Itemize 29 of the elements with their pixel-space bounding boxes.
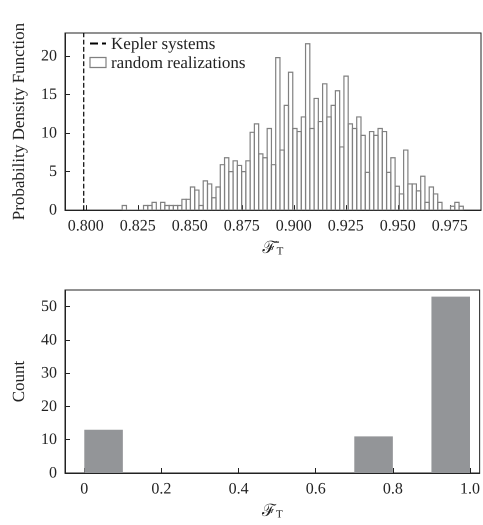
x-tick-label: 0.850 <box>172 218 208 235</box>
y-tick-label: 0 <box>49 464 57 482</box>
x-tick-label: 0.4 <box>228 480 249 498</box>
legend-label: random realizations <box>111 53 246 72</box>
x-tick-label: 0.8 <box>382 480 403 498</box>
y-tick-label: 20 <box>41 48 57 65</box>
x-tick-label: 0.975 <box>432 218 468 235</box>
y-tick-label: 5 <box>49 163 57 180</box>
x-tick-label: 0.2 <box>151 480 172 498</box>
y-tick-label: 10 <box>41 431 57 448</box>
y-tick-label: 10 <box>41 124 57 142</box>
x-tick-label: 1.0 <box>460 480 480 498</box>
y-tick-label: 0 <box>49 202 57 219</box>
y-tick-label: 15 <box>41 86 57 104</box>
x-tick-label: 0.900 <box>276 218 312 235</box>
y-axis-title: Count <box>9 360 28 402</box>
x-tick-label: 0.875 <box>224 218 260 235</box>
y-tick-label: 30 <box>41 364 57 382</box>
y-tick-label: 40 <box>41 331 57 348</box>
x-tick-label: 0.925 <box>328 218 364 235</box>
y-axis-title: Probability Density Function <box>9 22 28 220</box>
x-tick-label: 0 <box>80 480 88 498</box>
ref-line-label: Kepler systems <box>111 34 216 53</box>
y-tick-label: 20 <box>41 398 57 415</box>
y-tick-label: 50 <box>41 298 57 316</box>
x-tick-label: 0.950 <box>380 218 416 235</box>
x-tick-label: 0.6 <box>306 480 326 498</box>
x-tick-label: 0.825 <box>120 218 156 235</box>
x-tick-label: 0.800 <box>68 218 104 235</box>
